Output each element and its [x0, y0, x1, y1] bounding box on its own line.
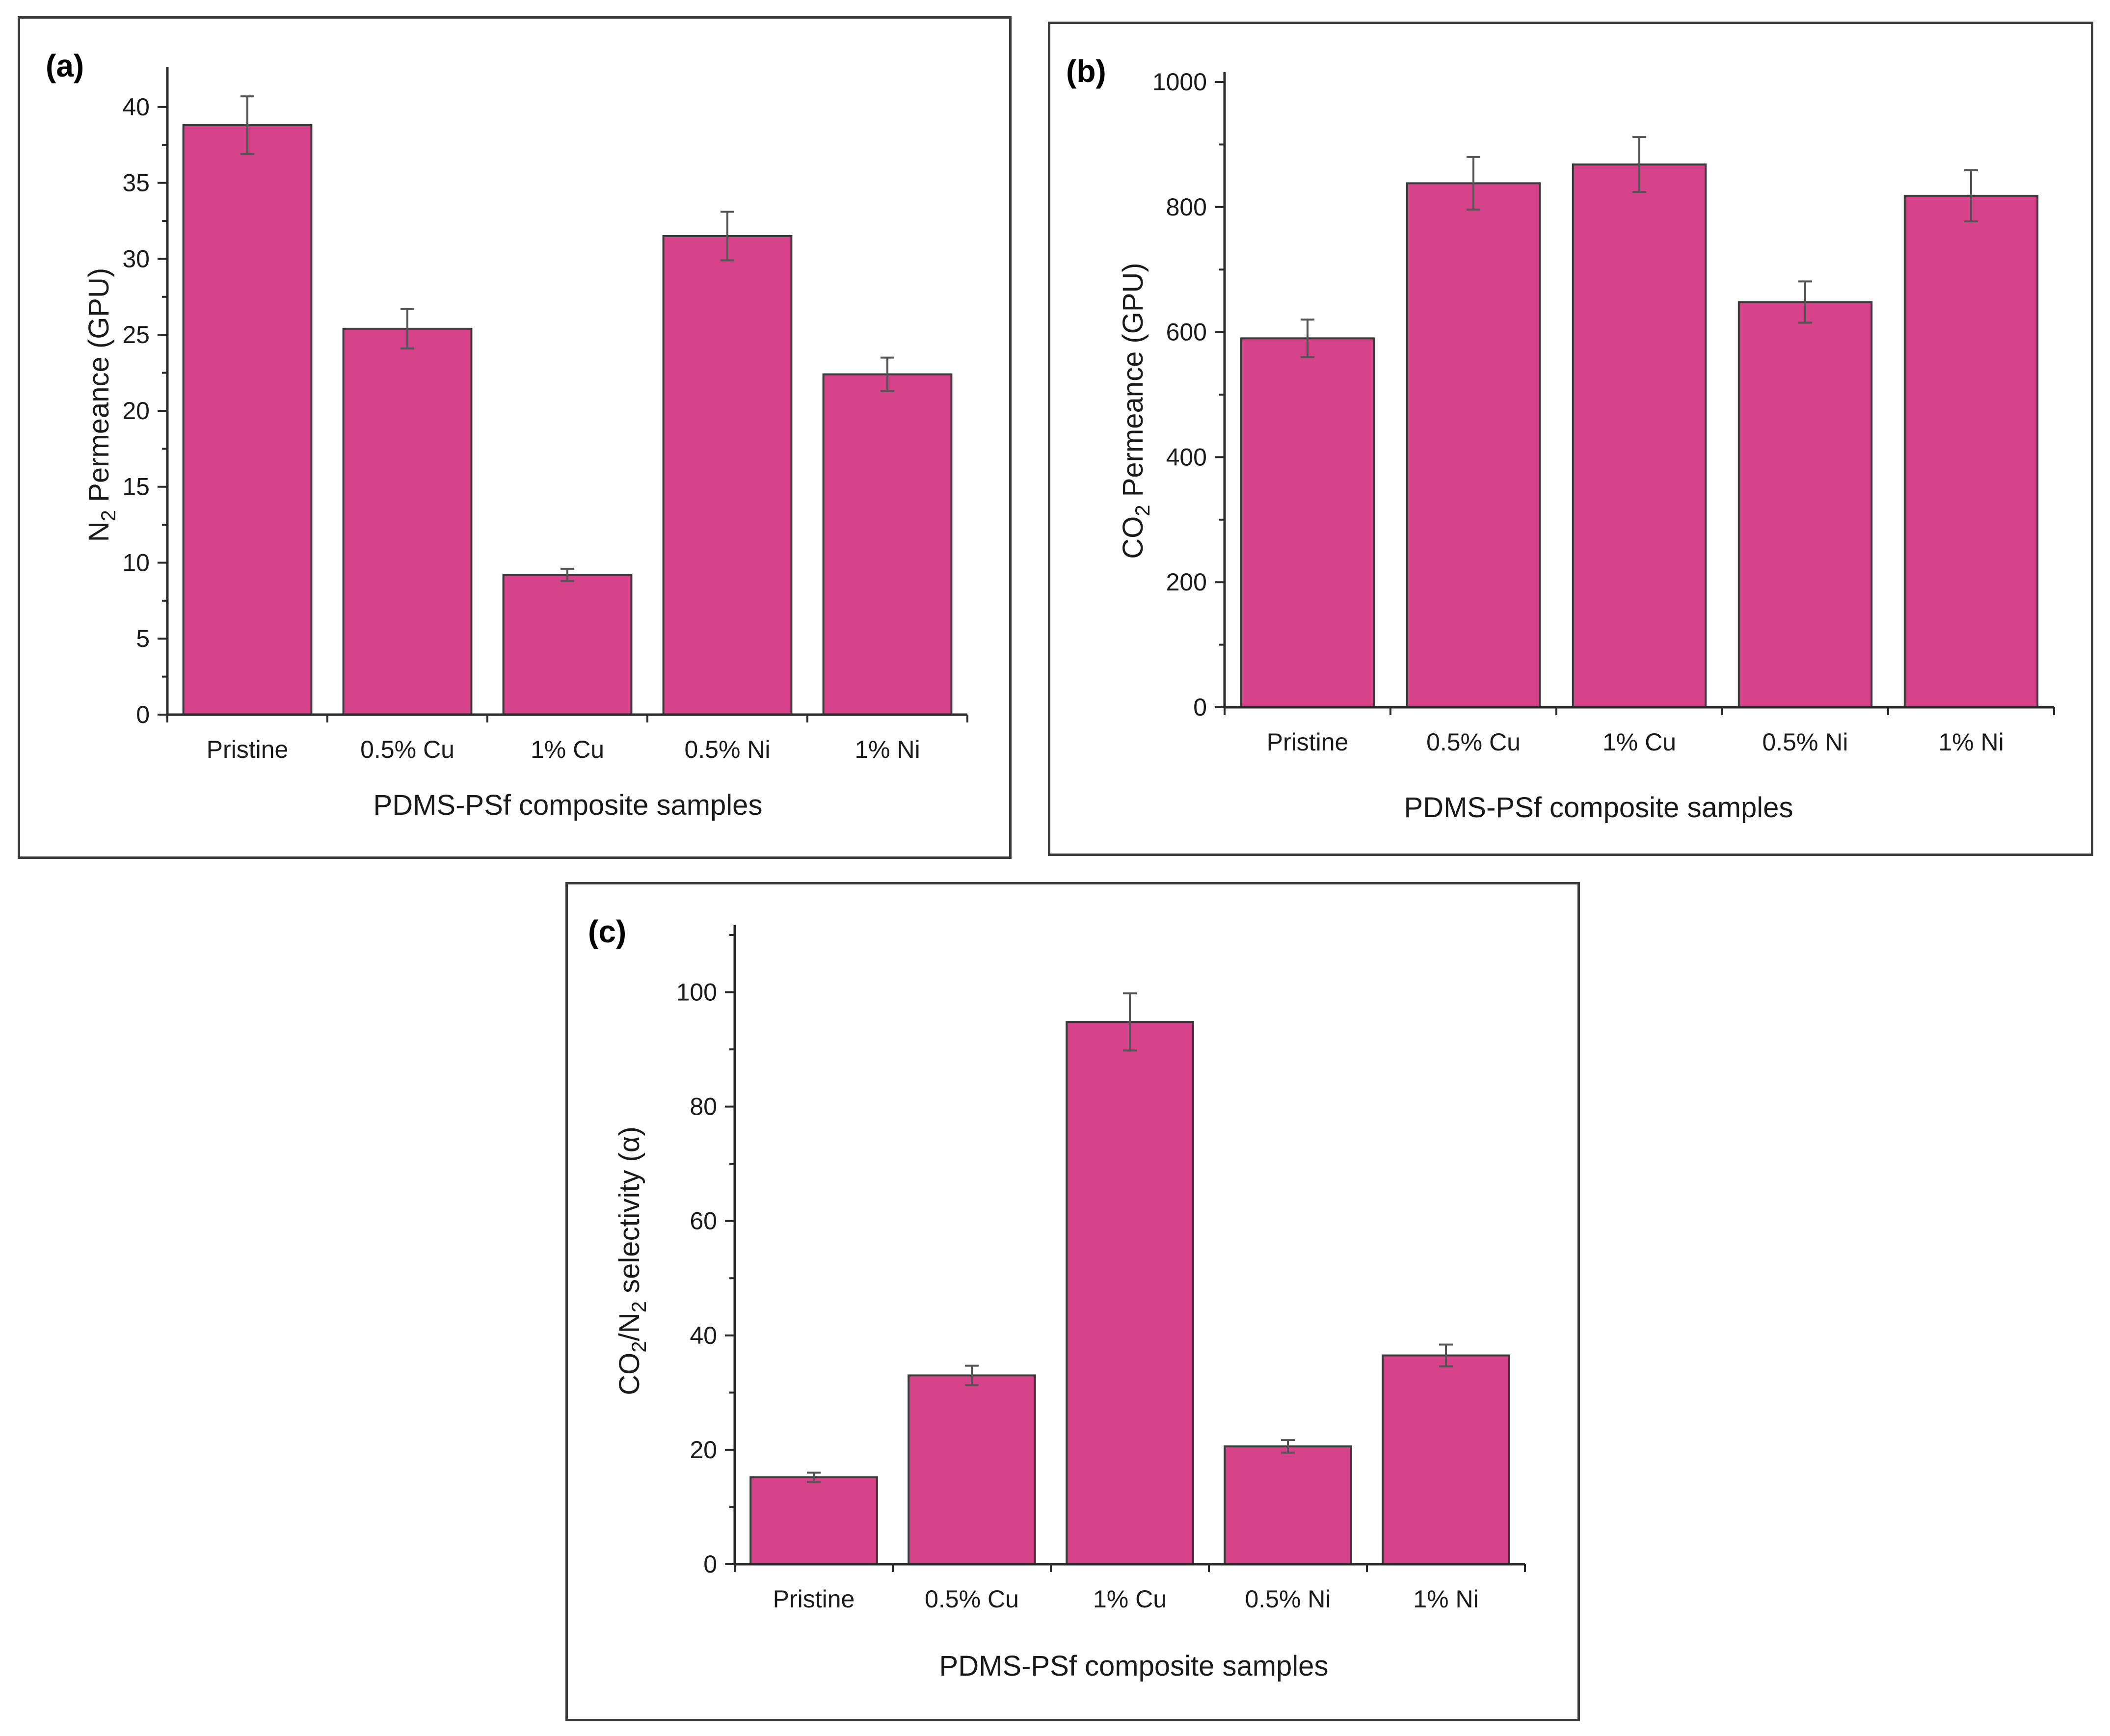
y-axis-title-c-mid: /N	[614, 1312, 645, 1341]
y-tick-label-c-4: 80	[690, 1093, 717, 1121]
x-tick-label-a-0: Pristine	[207, 736, 289, 763]
bar-c-2	[1066, 1021, 1194, 1566]
y-tick-label-c-1: 20	[690, 1436, 717, 1464]
y-tick-label-c-5: 100	[676, 979, 717, 1006]
y-tick-label-c-0: 0	[703, 1550, 717, 1578]
plot-area-b: Pristine 0.5% Cu 1% Cu 0.5% Ni 1% Ni 0 200 400 6…	[1152, 68, 2055, 756]
x-tick-label-b-4: 1% Ni	[1938, 728, 2003, 756]
x-axis-title-a: PDMS-PSf composite samples	[374, 789, 763, 821]
x-tick-label-b-3: 0.5% Ni	[1762, 728, 1848, 756]
bar-b-3	[1737, 301, 1873, 708]
y-axis-title-b-rest: Permeance (GPU)	[1117, 263, 1149, 505]
chart-b-svg: (b) Pristine 0.5% Cu 1% Cu 0.5% Ni 1% Ni 0 200…	[1066, 53, 2055, 824]
y-tick-label-a-8: 40	[122, 93, 150, 121]
bar-a-2	[502, 574, 633, 716]
bar-a-0	[182, 124, 313, 716]
bar-b-2	[1572, 163, 1707, 709]
x-tick-label-c-4: 1% Ni	[1413, 1585, 1478, 1613]
bar-c-1	[908, 1374, 1036, 1566]
y-tick-label-a-1: 5	[136, 625, 150, 652]
y-tick-label-a-2: 10	[122, 549, 150, 576]
bar-c-0	[749, 1476, 878, 1566]
y-axis-title-b-sub: 2	[1131, 505, 1154, 516]
x-tick-label-a-1: 0.5% Cu	[360, 736, 454, 763]
y-axis-title-a-sub: 2	[97, 510, 120, 521]
y-tick-label-a-3: 15	[122, 473, 150, 501]
plot-area-a: Pristine 0.5% Cu 1% Cu 0.5% Ni 1% Ni 0 5 10 15 20…	[122, 67, 968, 763]
chart-c-svg: (c) Pristine 0.5% Cu 1% Cu 0.5% Ni 1% Ni 0 20 4…	[588, 914, 1526, 1682]
bar-c-3	[1224, 1445, 1352, 1566]
panel-label-b: (b)	[1066, 53, 1106, 89]
x-tick-label-b-0: Pristine	[1267, 728, 1349, 756]
panel-label-a: (a)	[46, 48, 84, 83]
y-tick-label-a-4: 20	[122, 397, 150, 425]
y-axis-title-c-rest: selectivity (α)	[614, 1126, 645, 1301]
x-tick-label-c-3: 0.5% Ni	[1245, 1585, 1331, 1613]
x-axis-title-c: PDMS-PSf composite samples	[939, 1650, 1329, 1682]
bar-a-3	[662, 235, 793, 716]
chart-panel-c: (c) Pristine 0.5% Cu 1% Cu 0.5% Ni 1% Ni 0 20 4…	[565, 882, 1580, 1721]
y-tick-label-b-0: 0	[1193, 694, 1207, 721]
y-axis-title-b: CO2 Permeance (GPU)	[1117, 263, 1154, 559]
y-axis-title-c-main: CO	[614, 1353, 645, 1395]
plot-area-c: Pristine 0.5% Cu 1% Cu 0.5% Ni 1% Ni 0 20 40 60 8…	[676, 925, 1526, 1613]
y-tick-label-b-4: 800	[1166, 193, 1207, 221]
x-axis-title-b: PDMS-PSf composite samples	[1404, 792, 1793, 824]
y-tick-label-c-3: 60	[690, 1207, 717, 1235]
bar-c-4	[1382, 1354, 1510, 1565]
x-tick-label-a-4: 1% Ni	[855, 736, 920, 763]
chart-panel-a: (a) Pristine 0.5% Cu 1% Cu 0.5% Ni 1% Ni 0 5 10…	[18, 16, 1012, 859]
y-tick-label-a-5: 25	[122, 321, 150, 348]
x-tick-label-a-3: 0.5% Ni	[684, 736, 770, 763]
y-tick-label-b-1: 200	[1166, 568, 1207, 596]
bar-b-1	[1406, 182, 1541, 709]
y-axis-title-b-main: CO	[1117, 516, 1149, 559]
x-tick-label-c-2: 1% Cu	[1093, 1585, 1167, 1613]
chart-a-svg: (a) Pristine 0.5% Cu 1% Cu 0.5% Ni 1% Ni 0 5 10…	[46, 48, 968, 821]
x-tick-label-c-0: Pristine	[773, 1585, 855, 1613]
y-axis-title-c-sub: 2	[627, 1341, 650, 1352]
panel-label-c: (c)	[588, 914, 626, 949]
y-axis-title-a-rest: Permeance (GPU)	[83, 268, 115, 510]
chart-panel-b: (b) Pristine 0.5% Cu 1% Cu 0.5% Ni 1% Ni 0 200…	[1048, 22, 2093, 856]
x-tick-label-b-2: 1% Cu	[1603, 728, 1676, 756]
bar-a-1	[342, 327, 473, 716]
y-tick-label-c-2: 40	[690, 1322, 717, 1349]
bar-a-4	[822, 373, 953, 716]
y-axis-title-c-sub2: 2	[627, 1301, 650, 1312]
y-tick-label-b-3: 600	[1166, 319, 1207, 346]
y-tick-label-b-2: 400	[1166, 443, 1207, 471]
bar-b-4	[1903, 194, 2039, 708]
y-tick-label-a-7: 35	[122, 169, 150, 197]
y-tick-label-a-6: 30	[122, 245, 150, 272]
y-axis-title-a-main: N	[83, 521, 115, 542]
y-axis-title-a: N2 Permeance (GPU)	[83, 268, 120, 542]
x-tick-label-a-2: 1% Cu	[531, 736, 604, 763]
x-tick-label-c-1: 0.5% Cu	[925, 1585, 1019, 1613]
x-tick-label-b-1: 0.5% Cu	[1426, 728, 1521, 756]
bar-b-0	[1240, 337, 1375, 708]
y-tick-label-a-0: 0	[136, 701, 150, 728]
y-tick-label-b-5: 1000	[1152, 68, 1207, 96]
y-axis-title-c: CO2/N2 selectivity (α)	[614, 1126, 650, 1395]
